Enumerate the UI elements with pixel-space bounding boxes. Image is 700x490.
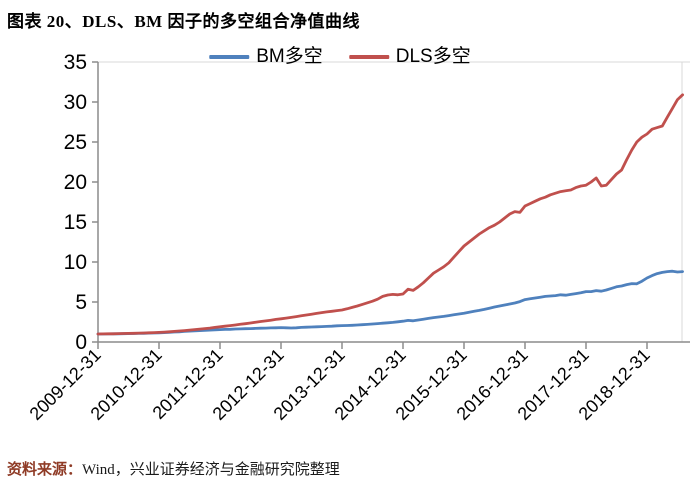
legend-label-bm: BM多空 <box>256 46 323 67</box>
source-label: 资料来源： <box>7 462 83 478</box>
svg-text:35: 35 <box>64 51 87 74</box>
svg-text:0: 0 <box>75 331 87 354</box>
svg-text:30: 30 <box>64 91 87 114</box>
svg-text:10: 10 <box>64 251 87 274</box>
dls-line-swatch-icon <box>348 54 389 59</box>
legend-item-bm: BM多空 <box>209 47 323 66</box>
source-text: Wind，兴业证券经济与金融研究院整理 <box>82 462 340 478</box>
legend-label-dls: DLS多空 <box>395 46 471 67</box>
source-note: 资料来源：Wind，兴业证券经济与金融研究院整理 <box>7 458 687 479</box>
chart-legend: BM多空 DLS多空 <box>209 46 471 67</box>
svg-text:5: 5 <box>75 291 87 314</box>
svg-text:15: 15 <box>64 211 87 234</box>
svg-text:25: 25 <box>64 131 87 154</box>
legend-item-dls: DLS多空 <box>348 46 471 67</box>
bm-line-swatch-icon <box>209 54 250 59</box>
line-chart-svg: 051015202530352009-12-312010-12-312011-1… <box>26 51 690 424</box>
page-title: 图表 20、DLS、BM 因子的多空组合净值曲线 <box>7 12 360 31</box>
svg-text:20: 20 <box>64 171 87 194</box>
